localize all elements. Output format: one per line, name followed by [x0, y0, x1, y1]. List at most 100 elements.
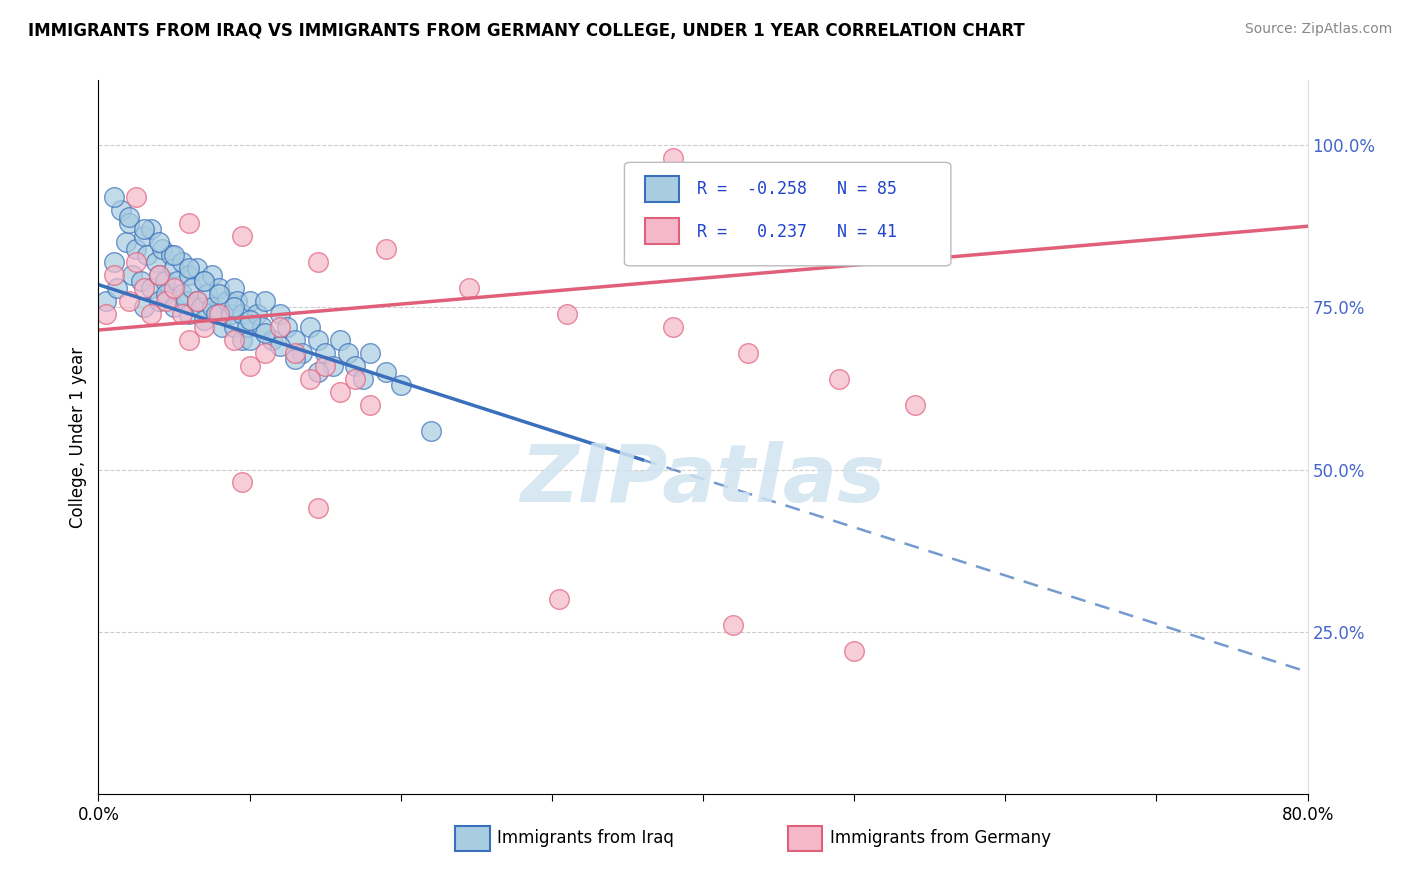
Point [114, 235, 136, 250]
Point [163, 281, 186, 295]
Point [374, 242, 396, 256]
Point [344, 359, 367, 373]
Point [208, 287, 231, 301]
Point [239, 313, 262, 327]
Point [179, 333, 201, 347]
FancyBboxPatch shape [624, 162, 950, 266]
Point [163, 248, 186, 262]
Point [186, 293, 208, 308]
Point [129, 274, 152, 288]
Point [723, 618, 745, 632]
Point [155, 287, 177, 301]
Point [205, 307, 228, 321]
Point [94, 307, 117, 321]
Text: ZIPatlas: ZIPatlas [520, 441, 886, 519]
Point [828, 372, 851, 386]
Point [118, 293, 141, 308]
Point [314, 359, 336, 373]
Point [186, 261, 208, 276]
Point [307, 333, 329, 347]
Point [284, 345, 307, 359]
Point [179, 216, 201, 230]
Point [155, 293, 177, 308]
Point [103, 255, 125, 269]
Point [844, 644, 866, 658]
Point [125, 255, 148, 269]
Point [231, 333, 253, 347]
Point [148, 235, 170, 250]
Point [253, 345, 276, 359]
FancyBboxPatch shape [645, 176, 679, 202]
Point [150, 242, 173, 256]
Point [904, 398, 927, 412]
Point [170, 255, 193, 269]
Point [307, 501, 329, 516]
Point [360, 398, 382, 412]
Point [179, 261, 201, 276]
Point [208, 281, 231, 295]
Point [153, 274, 176, 288]
Point [737, 345, 759, 359]
Point [186, 293, 208, 308]
Point [118, 210, 141, 224]
Text: R =   0.237   N = 41: R = 0.237 N = 41 [697, 223, 897, 241]
Point [163, 301, 186, 315]
Point [148, 268, 170, 282]
Point [299, 372, 322, 386]
Point [118, 216, 141, 230]
Point [253, 293, 276, 308]
Point [125, 242, 148, 256]
Point [94, 293, 117, 308]
Point [226, 293, 249, 308]
Point [239, 359, 262, 373]
Point [352, 372, 374, 386]
Point [262, 333, 284, 347]
Point [231, 475, 253, 490]
Point [201, 301, 224, 315]
Point [284, 333, 307, 347]
Point [269, 319, 291, 334]
Point [322, 359, 344, 373]
Point [193, 274, 215, 288]
Point [235, 319, 257, 334]
Point [299, 319, 322, 334]
Point [284, 352, 307, 367]
Point [221, 307, 243, 321]
Text: R =  -0.258   N = 85: R = -0.258 N = 85 [697, 180, 897, 198]
Point [555, 307, 578, 321]
Point [135, 248, 157, 262]
Point [121, 268, 143, 282]
Point [132, 222, 155, 236]
Text: IMMIGRANTS FROM IRAQ VS IMMIGRANTS FROM GERMANY COLLEGE, UNDER 1 YEAR CORRELATIO: IMMIGRANTS FROM IRAQ VS IMMIGRANTS FROM … [28, 22, 1025, 40]
Point [160, 248, 183, 262]
Point [239, 333, 262, 347]
Point [179, 307, 201, 321]
Point [170, 307, 193, 321]
Point [269, 339, 291, 353]
Point [231, 229, 253, 244]
Point [246, 307, 269, 321]
Point [344, 372, 367, 386]
Point [307, 255, 329, 269]
Point [661, 151, 683, 165]
Point [374, 365, 396, 379]
Point [166, 274, 188, 288]
Point [141, 281, 163, 295]
Point [250, 319, 273, 334]
Point [215, 293, 238, 308]
Point [389, 378, 412, 392]
Point [132, 229, 155, 244]
Point [170, 287, 193, 301]
Point [224, 301, 246, 315]
Point [224, 319, 246, 334]
Point [145, 255, 167, 269]
Text: Immigrants from Iraq: Immigrants from Iraq [498, 830, 675, 847]
Point [110, 202, 132, 217]
Point [231, 307, 253, 321]
Text: Source: ZipAtlas.com: Source: ZipAtlas.com [1244, 22, 1392, 37]
Point [105, 281, 128, 295]
Point [211, 319, 233, 334]
Point [148, 268, 170, 282]
Point [314, 345, 336, 359]
Point [174, 293, 197, 308]
